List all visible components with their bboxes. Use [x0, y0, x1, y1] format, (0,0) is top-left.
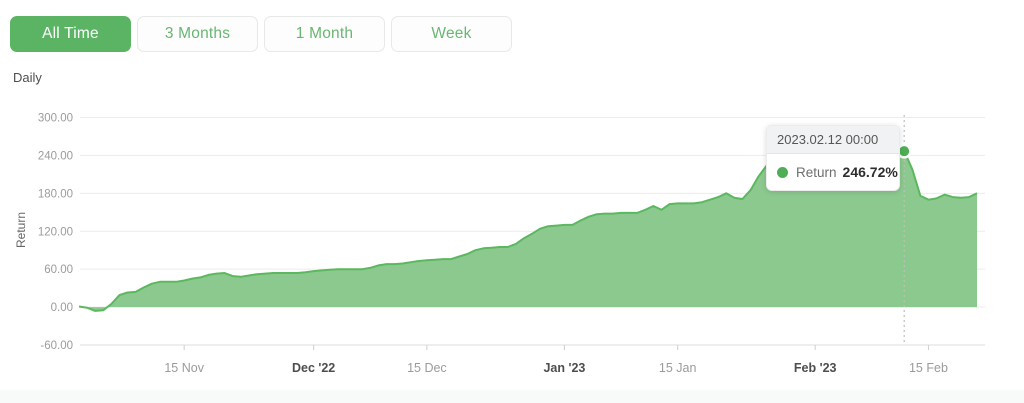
- return-area-fill[interactable]: [79, 151, 977, 311]
- y-axis-label-300: 300.00: [38, 113, 73, 125]
- y-axis-label-120: 120.00: [38, 226, 73, 238]
- tooltip-body: Return 246.72%: [767, 154, 899, 190]
- y-axis-label-180: 180.00: [38, 188, 73, 200]
- y-axis-label-0: 0.00: [51, 302, 73, 314]
- tooltip-series-label: Return: [796, 164, 837, 180]
- timeframe-button-all-time[interactable]: All Time: [10, 16, 131, 52]
- x-axis-label-15-feb: 15 Feb: [909, 361, 948, 375]
- series-dot-icon: [777, 166, 788, 178]
- x-axis-label-jan-23: Jan '23: [543, 361, 585, 375]
- timeframe-toolbar: All Time 3 Months 1 Month Week: [10, 16, 512, 52]
- x-axis-label-15-nov: 15 Nov: [164, 361, 204, 375]
- tooltip-date: 2023.02.12 00:00: [767, 126, 899, 154]
- frequency-label: Daily: [13, 70, 42, 85]
- timeframe-button-1-month[interactable]: 1 Month: [264, 16, 385, 52]
- timeframe-button-week[interactable]: Week: [391, 16, 512, 52]
- x-axis-label-15-jan: 15 Jan: [659, 361, 697, 375]
- highlight-dot-icon[interactable]: [899, 146, 910, 157]
- y-axis-label--60: -60.00: [40, 340, 73, 352]
- chart-tooltip: 2023.02.12 00:00 Return 246.72%: [766, 125, 900, 191]
- x-axis-label-feb-23: Feb '23: [794, 361, 837, 375]
- y-axis-label-60: 60.00: [44, 264, 73, 276]
- bottom-divider-strip: [0, 390, 1024, 403]
- x-axis-label-15-dec: 15 Dec: [407, 361, 447, 375]
- tooltip-value: 246.72%: [842, 164, 898, 180]
- y-axis-title: Return: [14, 212, 28, 248]
- x-axis-label-dec-22: Dec '22: [292, 361, 335, 375]
- timeframe-button-3-months[interactable]: 3 Months: [137, 16, 258, 52]
- y-axis-label-240: 240.00: [38, 150, 73, 162]
